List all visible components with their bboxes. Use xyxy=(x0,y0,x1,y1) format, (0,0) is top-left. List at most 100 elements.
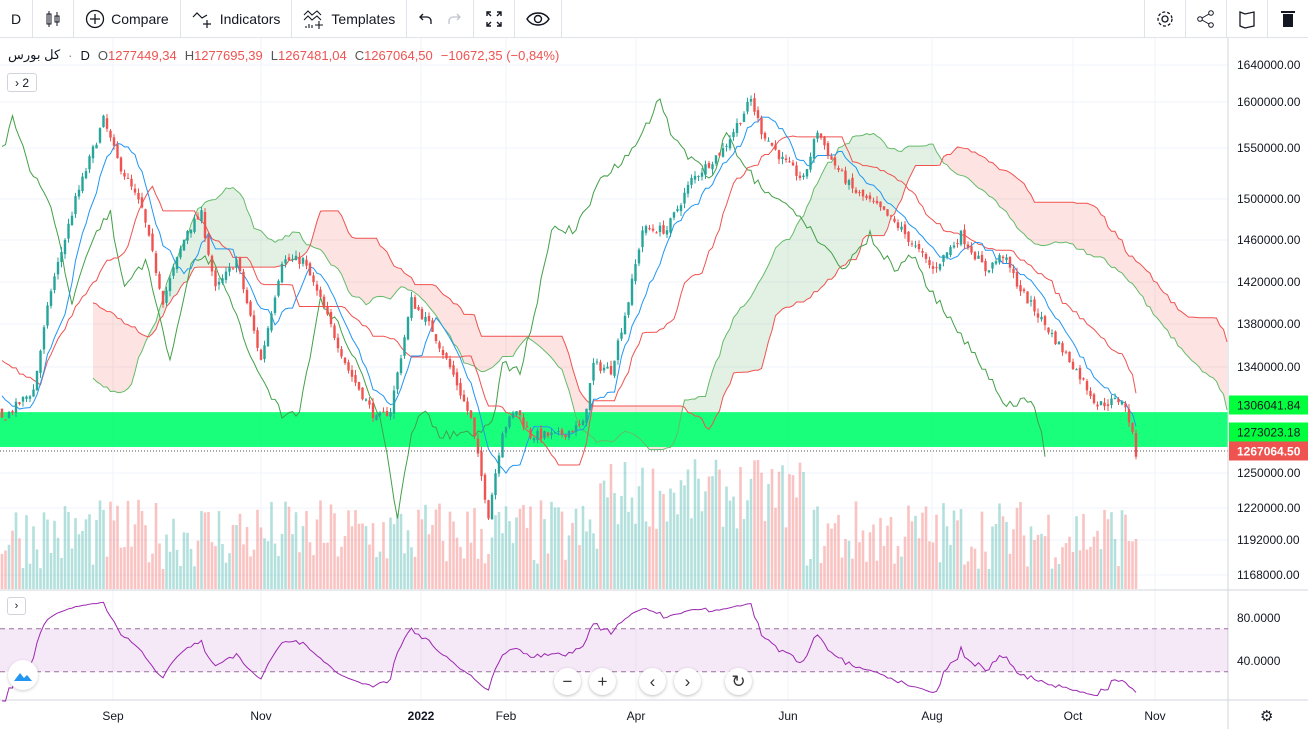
last-price-tag: 1267064.50 xyxy=(1229,441,1308,461)
interval-button[interactable]: D xyxy=(0,0,34,38)
candle-body xyxy=(942,254,945,262)
time-label: Jun xyxy=(778,709,798,723)
gear-icon[interactable]: ⚙ xyxy=(1260,708,1274,725)
ichimoku-cloud-segment xyxy=(796,219,800,302)
volume-bar xyxy=(949,544,952,589)
candle-body xyxy=(294,255,298,261)
candle-body xyxy=(1085,381,1089,391)
candle-body xyxy=(350,369,354,377)
indicators-button[interactable]: Indicators xyxy=(181,0,293,38)
ichimoku-cloud-segment xyxy=(436,285,440,322)
chart-canvas[interactable] xyxy=(0,38,1308,729)
ichimoku-cloud-segment xyxy=(1153,281,1157,318)
zoom-out-button[interactable]: − xyxy=(554,668,581,695)
price-tick: 1220000.00 xyxy=(1237,501,1301,515)
candle-body xyxy=(39,350,42,373)
candle-body xyxy=(630,278,634,305)
volume-bar xyxy=(560,511,564,589)
ichimoku-cloud-segment xyxy=(1090,204,1094,257)
candle-body xyxy=(95,144,98,149)
symbol-name[interactable]: کل بورس xyxy=(8,47,61,62)
candle-body xyxy=(298,256,301,265)
volume-bar xyxy=(704,491,707,589)
volume-bar xyxy=(161,568,165,589)
share-button[interactable] xyxy=(1185,0,1226,38)
senkou-span-a xyxy=(92,132,1228,451)
senkou-span-b xyxy=(92,146,1228,430)
tradingview-logo[interactable] xyxy=(8,660,38,690)
ichimoku-cloud-segment xyxy=(866,133,870,236)
scroll-left-button[interactable]: ‹ xyxy=(639,668,666,695)
candle-body xyxy=(651,228,655,231)
volume-bar xyxy=(823,545,826,589)
volume-bar xyxy=(168,551,172,589)
chart-type-button[interactable] xyxy=(33,0,75,38)
compare-button[interactable]: Compare xyxy=(74,0,181,38)
candle-body xyxy=(448,358,452,368)
volume-bar xyxy=(966,561,970,589)
ichimoku-cloud-segment xyxy=(828,162,832,280)
candle-body xyxy=(406,317,410,340)
ichimoku-cloud-segment xyxy=(338,210,342,275)
volume-bar xyxy=(697,478,700,589)
volume-bar xyxy=(179,565,182,589)
volume-bar xyxy=(112,520,116,589)
volume-bar xyxy=(263,538,266,589)
ichimoku-cloud-segment xyxy=(352,237,356,297)
candle-body xyxy=(399,358,403,374)
volume-bar xyxy=(214,546,217,589)
ichimoku-cloud-segment xyxy=(460,307,464,363)
settings-button[interactable] xyxy=(1144,0,1185,38)
symbol-legend: کل بورس · D O1277449,34 H1277695,39 L126… xyxy=(8,47,559,63)
candle-body xyxy=(529,429,532,438)
templates-button[interactable]: Templates xyxy=(292,0,408,38)
zone-top-value: 1306041.84 xyxy=(1237,398,1301,412)
volume-bar xyxy=(602,480,606,589)
candle-body xyxy=(844,170,847,184)
undo-button[interactable] xyxy=(407,0,440,38)
candle-body xyxy=(504,427,508,433)
close-value: 1267064,50 xyxy=(364,47,433,63)
rsi-expand-button[interactable]: › xyxy=(7,597,26,615)
top-toolbar: D Compare Indicators Templates xyxy=(0,0,1308,38)
candle-body xyxy=(263,345,266,360)
delete-button[interactable] xyxy=(1267,0,1308,38)
volume-bar xyxy=(802,471,805,589)
volume-bar xyxy=(525,527,529,589)
hide-button[interactable] xyxy=(515,0,563,38)
scroll-right-button[interactable]: › xyxy=(674,668,701,695)
volume-bar xyxy=(221,544,224,589)
candle-body xyxy=(851,177,854,189)
ichimoku-cloud-segment xyxy=(520,336,524,346)
reset-chart-button[interactable]: ↻ xyxy=(725,668,752,695)
ichimoku-cloud-segment xyxy=(922,145,926,166)
volume-bar xyxy=(644,521,648,589)
ichimoku-cloud-segment xyxy=(408,275,412,291)
volume-bar xyxy=(529,506,532,589)
volume-bar xyxy=(378,551,382,589)
volume-bar xyxy=(672,492,676,589)
candle-body xyxy=(371,402,375,418)
candle-body xyxy=(795,165,798,176)
redo-button[interactable] xyxy=(440,0,475,38)
volume-bar xyxy=(140,510,144,589)
ichimoku-cloud-segment xyxy=(943,154,947,165)
candle-body xyxy=(511,413,515,418)
candle-body xyxy=(606,366,609,369)
ichimoku-cloud-segment xyxy=(380,245,384,297)
volume-bar xyxy=(858,542,861,589)
candle-body xyxy=(1099,401,1103,406)
volume-bar xyxy=(606,497,609,589)
candle-body xyxy=(35,370,39,391)
fullscreen-button[interactable] xyxy=(474,0,516,38)
ichimoku-cloud-segment xyxy=(432,284,436,316)
price-tick: 1640000.00 xyxy=(1237,58,1301,72)
zoom-in-button[interactable]: + xyxy=(589,668,616,695)
snapshot-button[interactable] xyxy=(1226,0,1267,38)
volume-bar xyxy=(1134,538,1138,589)
indicators-collapse-button[interactable]: › 2 xyxy=(7,73,37,92)
volume-bar xyxy=(389,517,392,589)
ichimoku-cloud-segment xyxy=(1055,202,1059,243)
ichimoku-cloud-segment xyxy=(1188,317,1192,361)
volume-bar xyxy=(368,544,371,589)
